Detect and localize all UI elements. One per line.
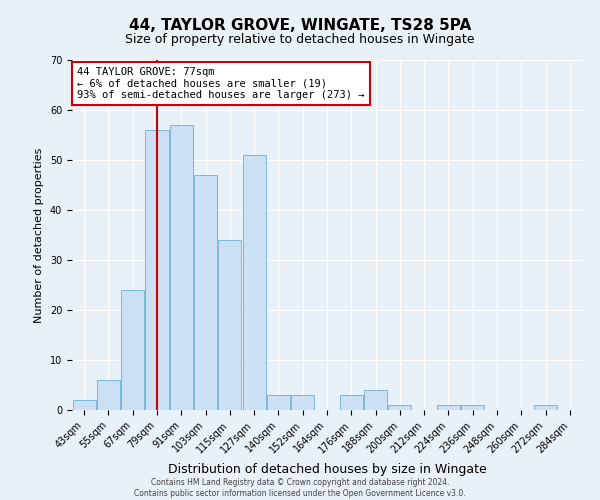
Text: Contains HM Land Registry data © Crown copyright and database right 2024.
Contai: Contains HM Land Registry data © Crown c… — [134, 478, 466, 498]
Bar — [461, 405, 484, 410]
Bar — [121, 290, 144, 410]
Text: 44 TAYLOR GROVE: 77sqm
← 6% of detached houses are smaller (19)
93% of semi-deta: 44 TAYLOR GROVE: 77sqm ← 6% of detached … — [77, 67, 365, 100]
Bar — [534, 405, 557, 410]
Bar — [170, 125, 193, 410]
X-axis label: Distribution of detached houses by size in Wingate: Distribution of detached houses by size … — [167, 463, 487, 476]
Bar — [97, 380, 120, 410]
Bar — [437, 405, 460, 410]
Bar — [364, 390, 387, 410]
Text: 44, TAYLOR GROVE, WINGATE, TS28 5PA: 44, TAYLOR GROVE, WINGATE, TS28 5PA — [129, 18, 471, 32]
Bar — [242, 155, 266, 410]
Bar — [218, 240, 241, 410]
Y-axis label: Number of detached properties: Number of detached properties — [34, 148, 44, 322]
Bar — [267, 395, 290, 410]
Bar — [73, 400, 95, 410]
Bar — [194, 175, 217, 410]
Text: Size of property relative to detached houses in Wingate: Size of property relative to detached ho… — [125, 32, 475, 46]
Bar — [145, 130, 169, 410]
Bar — [291, 395, 314, 410]
Bar — [340, 395, 363, 410]
Bar — [388, 405, 412, 410]
